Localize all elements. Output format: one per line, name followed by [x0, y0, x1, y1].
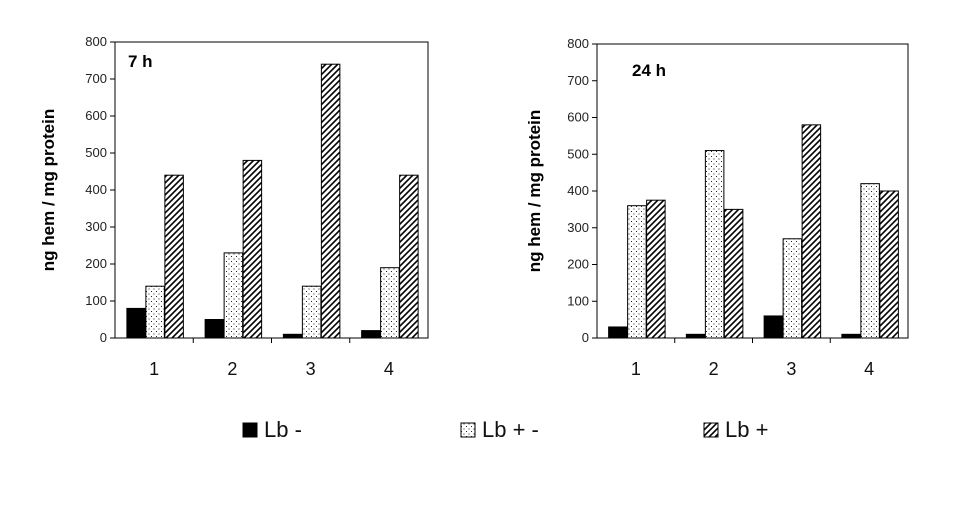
x-category-label: 1 — [631, 359, 641, 379]
legend-item-lb-plus-minus: Lb + - — [460, 417, 539, 442]
bar-lb-minus-cat-4 — [841, 333, 861, 339]
y-tick-label: 700 — [567, 73, 589, 88]
bar-lb-plus-minus-cat-3 — [301, 285, 322, 339]
bar-lb-plus-minus-cat-2 — [223, 252, 244, 339]
y-tick-label: 0 — [582, 330, 589, 345]
legend-swatch-solid — [242, 422, 258, 438]
y-tick-label: 400 — [85, 182, 107, 197]
y-tick-label: 800 — [567, 36, 589, 51]
legend-item-lb-plus: Lb + — [703, 417, 768, 442]
bar-lb-minus-cat-4 — [361, 330, 381, 339]
bar-lb-minus-cat-3 — [763, 315, 784, 339]
legend-swatch-dots — [460, 422, 476, 438]
bar-lb-plus-minus-cat-4 — [380, 267, 400, 339]
y-tick-label: 500 — [85, 145, 107, 160]
x-category-label: 2 — [227, 359, 237, 379]
x-category-label: 1 — [149, 359, 159, 379]
y-tick-label: 100 — [85, 293, 107, 308]
y-tick-label: 0 — [100, 330, 107, 345]
bar-lb-plus-minus-cat-1 — [627, 205, 647, 339]
x-category-label: 3 — [786, 359, 796, 379]
y-tick-label: 200 — [85, 256, 107, 271]
y-tick-label: 600 — [85, 108, 107, 123]
bar-lb-minus-cat-2 — [685, 333, 706, 339]
x-category-label: 2 — [709, 359, 719, 379]
bar-lb-plus-cat-4 — [879, 190, 899, 339]
bar-lb-plus-cat-4 — [399, 174, 419, 339]
legend: Lb - Lb + - Lb + — [242, 417, 768, 442]
y-tick-label: 300 — [567, 220, 589, 235]
legend-label: Lb + — [725, 417, 768, 442]
bar-lb-minus-cat-1 — [608, 326, 628, 339]
y-tick-label: 100 — [567, 293, 589, 308]
bar-lb-plus-minus-cat-1 — [145, 285, 165, 339]
chart-panel-7h: 0 100 200 300 400 500 600 700 800 1 2 3 4 ng hem / mg… — [39, 34, 429, 379]
x-category-label: 4 — [384, 359, 394, 379]
panel-title: 24 h — [632, 61, 666, 80]
legend-item-lb-minus: Lb - — [242, 417, 302, 442]
bar-lb-minus-cat-2 — [204, 319, 225, 339]
y-tick-label: 300 — [85, 219, 107, 234]
y-tick-label: 500 — [567, 146, 589, 161]
bar-lb-minus-cat-3 — [282, 333, 303, 339]
legend-label: Lb + - — [482, 417, 539, 442]
y-axis-label: ng hem / mg protein — [525, 110, 544, 272]
chart-panel-24h: 0 100 200 300 400 500 600 700 800 1 2 3 4 ng hem / mg… — [525, 36, 909, 379]
bar-lb-plus-minus-cat-4 — [860, 183, 880, 339]
y-tick-label: 600 — [567, 110, 589, 125]
y-tick-label: 700 — [85, 71, 107, 86]
panel-title: 7 h — [128, 52, 153, 71]
bar-lb-minus-cat-1 — [126, 307, 146, 339]
bar-lb-plus-cat-1 — [164, 174, 184, 339]
y-tick-label: 200 — [567, 257, 589, 272]
y-axis-label: ng hem / mg protein — [39, 109, 58, 271]
y-tick-label: 400 — [567, 183, 589, 198]
bar-lb-plus-cat-1 — [646, 199, 666, 339]
y-tick-label: 800 — [85, 34, 107, 49]
bar-lb-plus-cat-3 — [801, 124, 822, 339]
bar-lb-plus-cat-2 — [242, 159, 263, 339]
legend-swatch-hatch — [703, 422, 719, 438]
x-category-label: 4 — [864, 359, 874, 379]
bar-lb-plus-minus-cat-2 — [704, 150, 725, 339]
bar-lb-plus-minus-cat-3 — [782, 238, 803, 339]
bar-lb-plus-cat-3 — [320, 63, 341, 339]
bar-lb-plus-cat-2 — [723, 208, 744, 339]
x-category-label: 3 — [306, 359, 316, 379]
legend-label: Lb - — [264, 417, 302, 442]
